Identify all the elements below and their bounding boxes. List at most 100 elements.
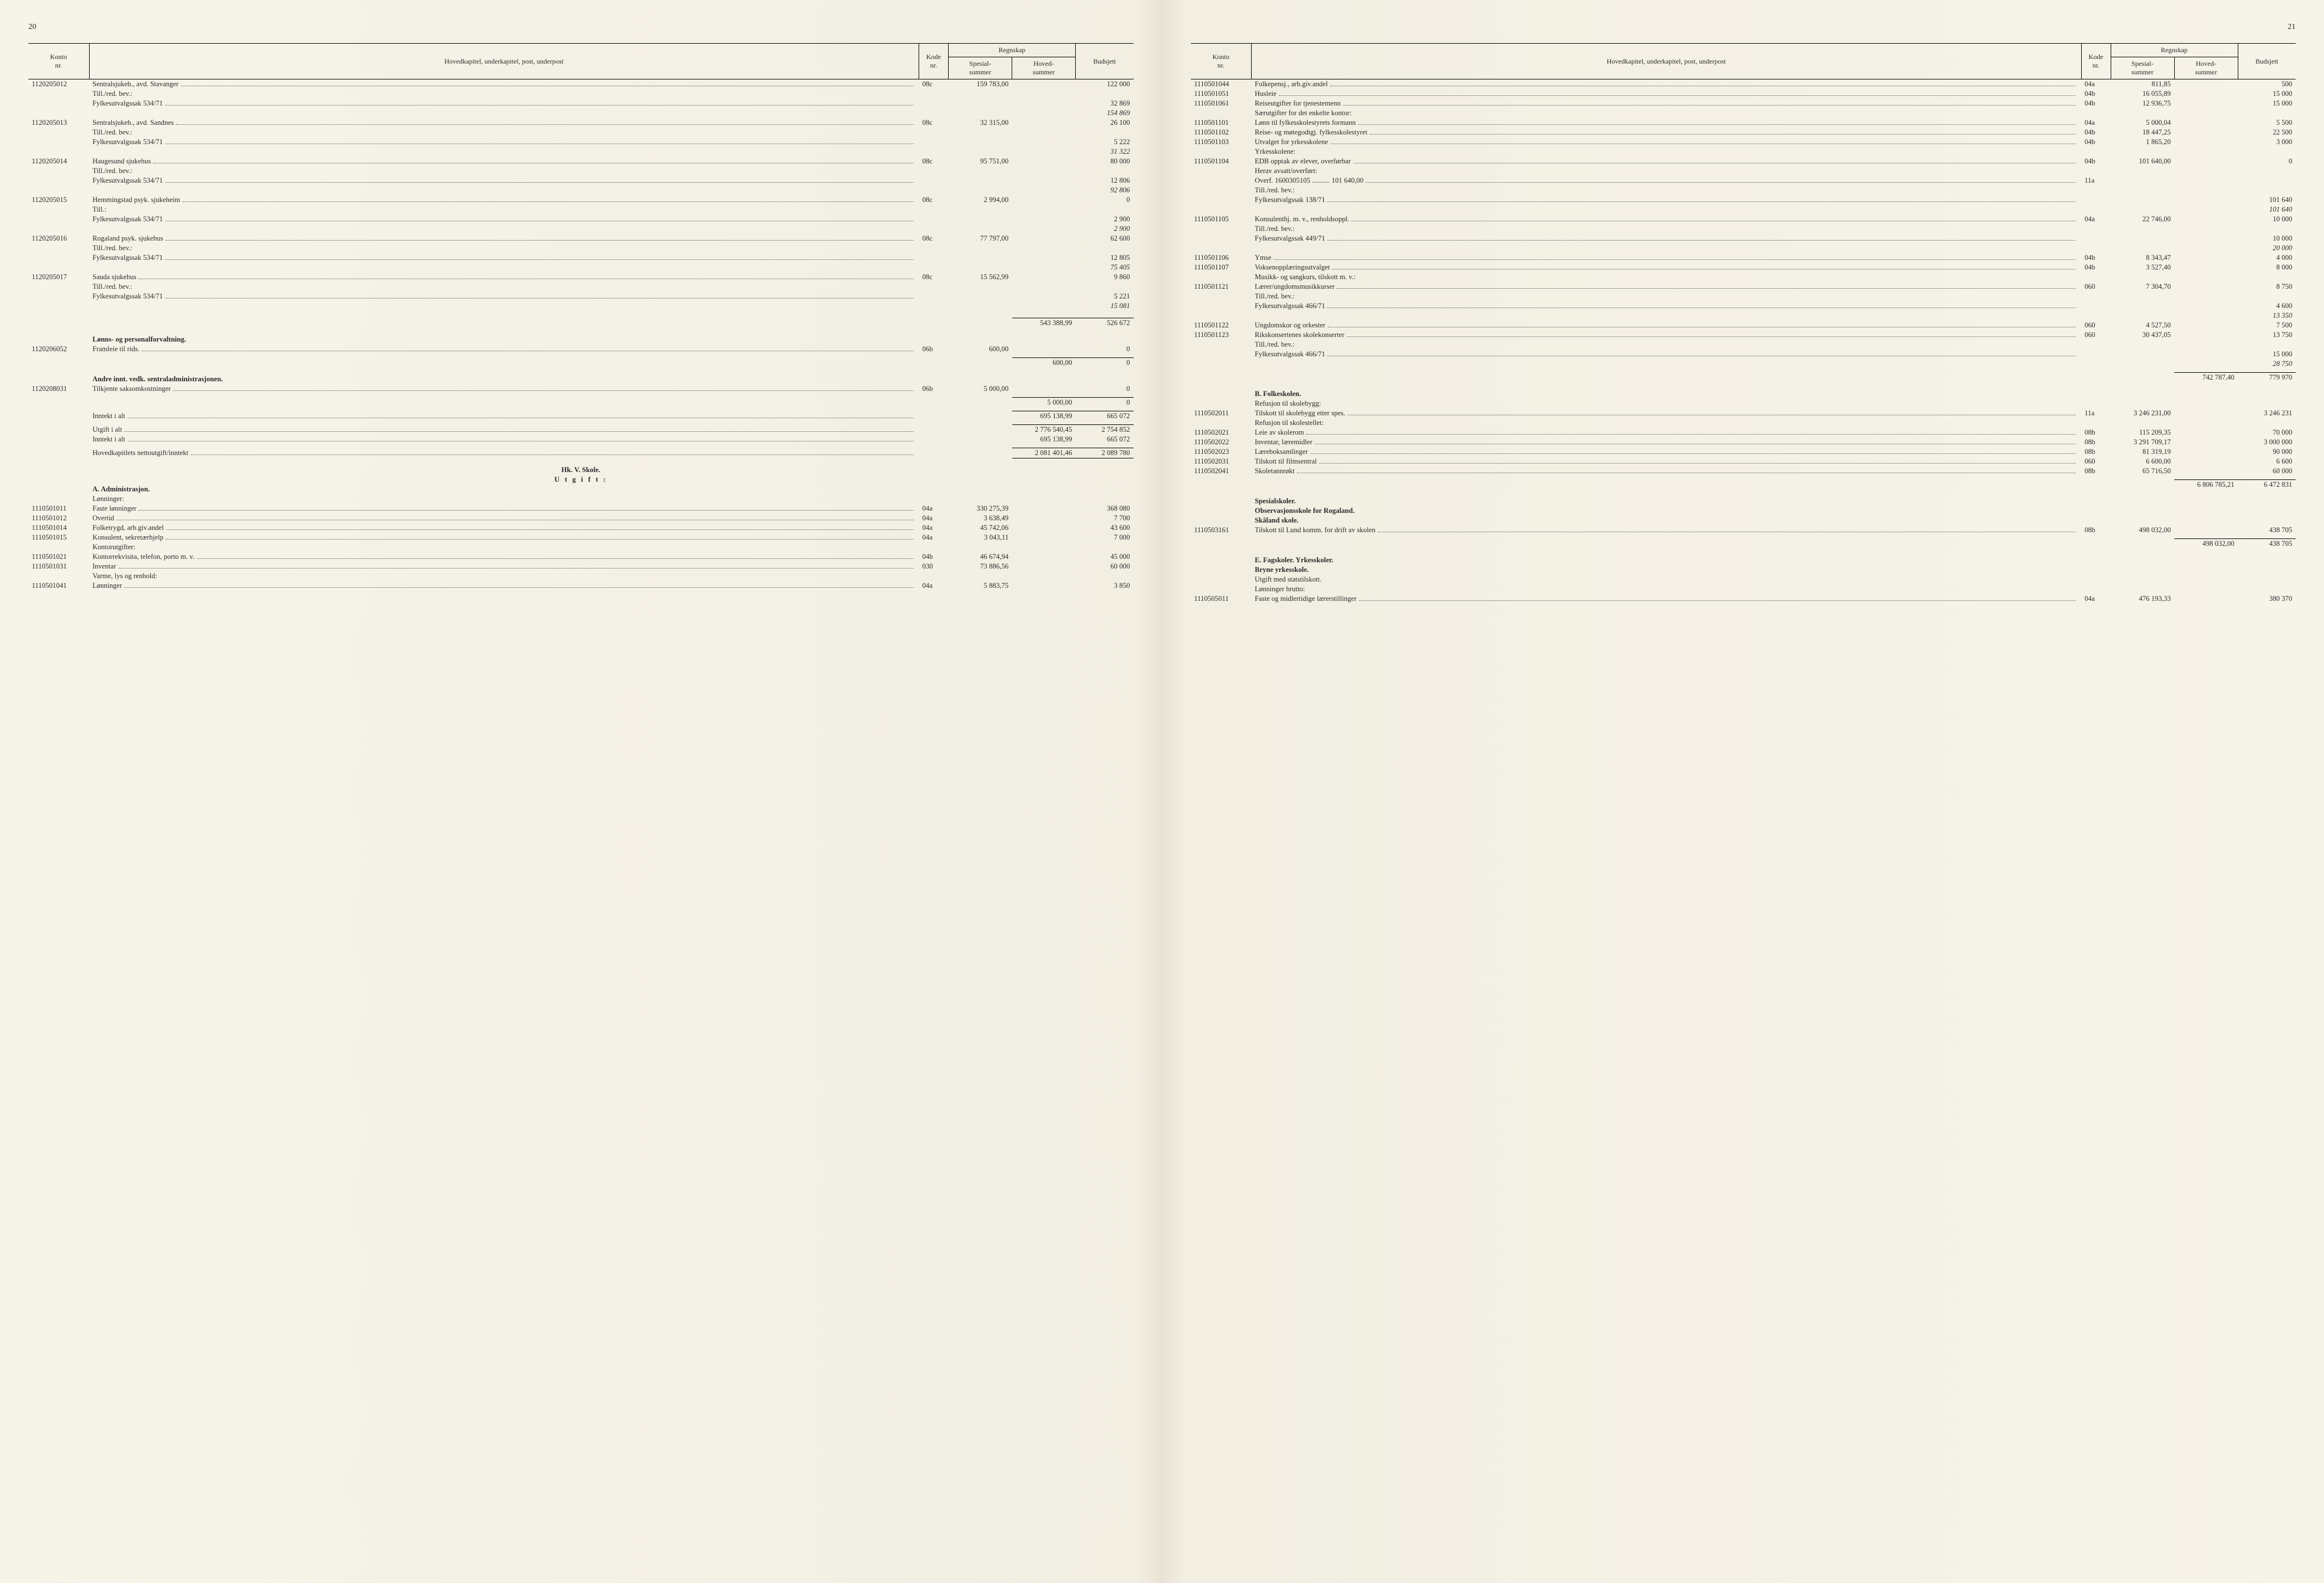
- budsjett-cell: 7 500: [2238, 321, 2296, 330]
- table-row: Observasjonsskole for Rogaland.: [1191, 506, 2296, 516]
- kode-cell: 08b: [2081, 466, 2111, 476]
- budsjett-cell: 62 600: [1076, 234, 1134, 243]
- spacer-row: [1191, 382, 2296, 389]
- hovedsum-cell: [2174, 447, 2238, 457]
- budsjett-cell: 438 705: [2238, 525, 2296, 535]
- budsjett-cell: 101 640: [2238, 195, 2296, 205]
- table-row: Till.:: [28, 205, 1134, 214]
- desc-cell: Fylkesutvalgssak 534/71: [89, 253, 919, 263]
- table-row: Kontorutgifter:: [28, 542, 1134, 552]
- table-row: 1110501122Ungdomskor og orkester0604 527…: [1191, 321, 2296, 330]
- budsjett-cell: [1076, 335, 1134, 344]
- spesial-cell: [949, 292, 1012, 301]
- budsjett-cell: 12 805: [1076, 253, 1134, 263]
- konto-cell: [28, 374, 89, 384]
- desc-cell: Lønninger: [89, 581, 919, 591]
- spesial-cell: [949, 214, 1012, 224]
- kode-cell: [919, 224, 949, 234]
- hovedsum-cell: [2174, 234, 2238, 243]
- table-row: Fylkesutvalgssak 534/71 12 805: [28, 253, 1134, 263]
- kode-cell: [919, 542, 949, 552]
- budsjett-cell: 3 246 231: [2238, 409, 2296, 418]
- desc-cell: B. Folkeskolen.: [1252, 389, 2082, 399]
- hovedsum-cell: [1012, 494, 1076, 504]
- desc-cell: Leie av skolerom: [1252, 428, 2082, 437]
- kode-cell: [919, 243, 949, 253]
- budsjett-cell: 0: [1076, 358, 1134, 368]
- budsjett-cell: 665 072: [1076, 435, 1134, 444]
- table-row: Till./red. bev.:: [28, 128, 1134, 137]
- spesial-cell: [949, 358, 1012, 368]
- spesial-cell: 115 209,35: [2111, 428, 2174, 437]
- konto-cell: [28, 448, 89, 458]
- budsjett-cell: [1076, 89, 1134, 99]
- table-row: 1110501015Konsulent, sekretærhjelp04a3 0…: [28, 533, 1134, 542]
- desc-cell: [89, 224, 919, 234]
- budsjett-cell: 15 000: [2238, 350, 2296, 359]
- kode-cell: 04b: [2081, 128, 2111, 137]
- desc-cell: Kontorutgifter:: [89, 542, 919, 552]
- spesial-cell: 22 746,00: [2111, 214, 2174, 224]
- hovedsum-cell: [2174, 282, 2238, 292]
- hovedsum-cell: [2174, 330, 2238, 340]
- hdr-hoved: Hovedkapitel, underkapitel, post, underp…: [89, 44, 919, 79]
- desc-cell: Haugesund sjukehus: [89, 157, 919, 166]
- desc-cell: Folkepensj., arb.giv.andel: [1252, 79, 2082, 90]
- table-row: 1120205014Haugesund sjukehus08c95 751,00…: [28, 157, 1134, 166]
- budsjett-cell: 80 000: [1076, 157, 1134, 166]
- hovedsum-cell: [2174, 457, 2238, 466]
- table-row: 1110502041Skoletannrøkt08b65 716,5060 00…: [1191, 466, 2296, 476]
- desc-cell: Konsulenthj. m. v., renholdsoppl.: [1252, 214, 2082, 224]
- budsjett-cell: [1076, 485, 1134, 494]
- desc-cell: [89, 263, 919, 272]
- hovedsum-cell: [2174, 516, 2238, 525]
- kode-cell: 04a: [2081, 79, 2111, 90]
- desc-cell: Faste og midlertidige lærerstillinger: [1252, 594, 2082, 604]
- konto-cell: 1120205016: [28, 234, 89, 243]
- spesial-cell: [2111, 224, 2174, 234]
- table-row: 13 350: [1191, 311, 2296, 321]
- spesial-cell: [949, 253, 1012, 263]
- table-row: 1110501107Voksenopplæringsutvalget04b3 5…: [1191, 263, 2296, 272]
- konto-cell: 1110501012: [28, 513, 89, 523]
- spesial-cell: [2111, 292, 2174, 301]
- budsjett-cell: 15 000: [2238, 89, 2296, 99]
- konto-cell: [28, 205, 89, 214]
- spesial-cell: 65 716,50: [2111, 466, 2174, 476]
- desc-cell: Till.:: [89, 205, 919, 214]
- konto-cell: 1120205017: [28, 272, 89, 282]
- table-row: 1110501121Lærer/ungdomsmusikkurser0607 3…: [1191, 282, 2296, 292]
- spesial-cell: 5 883,75: [949, 581, 1012, 591]
- spesial-cell: [2111, 234, 2174, 243]
- budsjett-cell: 70 000: [2238, 428, 2296, 437]
- table-row: 1110501044Folkepensj., arb.giv.andel04a8…: [1191, 79, 2296, 90]
- desc-cell: Fylkesutvalgssak 534/71: [89, 176, 919, 186]
- kode-cell: [2081, 506, 2111, 516]
- kode-cell: [919, 435, 949, 444]
- konto-cell: 1110501041: [28, 581, 89, 591]
- spesial-cell: [949, 137, 1012, 147]
- budsjett-cell: [2238, 292, 2296, 301]
- konto-cell: [1191, 234, 1252, 243]
- budsjett-cell: 7 000: [1076, 533, 1134, 542]
- budsjett-cell: [1076, 205, 1134, 214]
- table-row: Utgift med statstilskott.: [1191, 575, 2296, 584]
- table-row: Fylkesutvalgssak 466/7115 000: [1191, 350, 2296, 359]
- hovedsum-cell: [2174, 147, 2238, 157]
- table-row: 1120208031Tilkjente saksomkostninger06b5…: [28, 384, 1134, 394]
- table-row: Fylkesutvalgssak 534/712 900: [28, 214, 1134, 224]
- konto-cell: 1120208031: [28, 384, 89, 394]
- konto-cell: [1191, 555, 1252, 565]
- table-row: 28 750: [1191, 359, 2296, 369]
- hovedsum-cell: [2174, 137, 2238, 147]
- desc-cell: Skåland skole.: [1252, 516, 2082, 525]
- budsjett-cell: 20 000: [2238, 243, 2296, 253]
- hovedsum-cell: [2174, 263, 2238, 272]
- kode-cell: [919, 253, 949, 263]
- hovedsum-cell: [1012, 186, 1076, 195]
- hovedsum-cell: [2174, 350, 2238, 359]
- konto-cell: 1110505011: [1191, 594, 1252, 604]
- spesial-cell: 6 600,00: [2111, 457, 2174, 466]
- konto-cell: [1191, 399, 1252, 409]
- desc-cell: [1252, 243, 2082, 253]
